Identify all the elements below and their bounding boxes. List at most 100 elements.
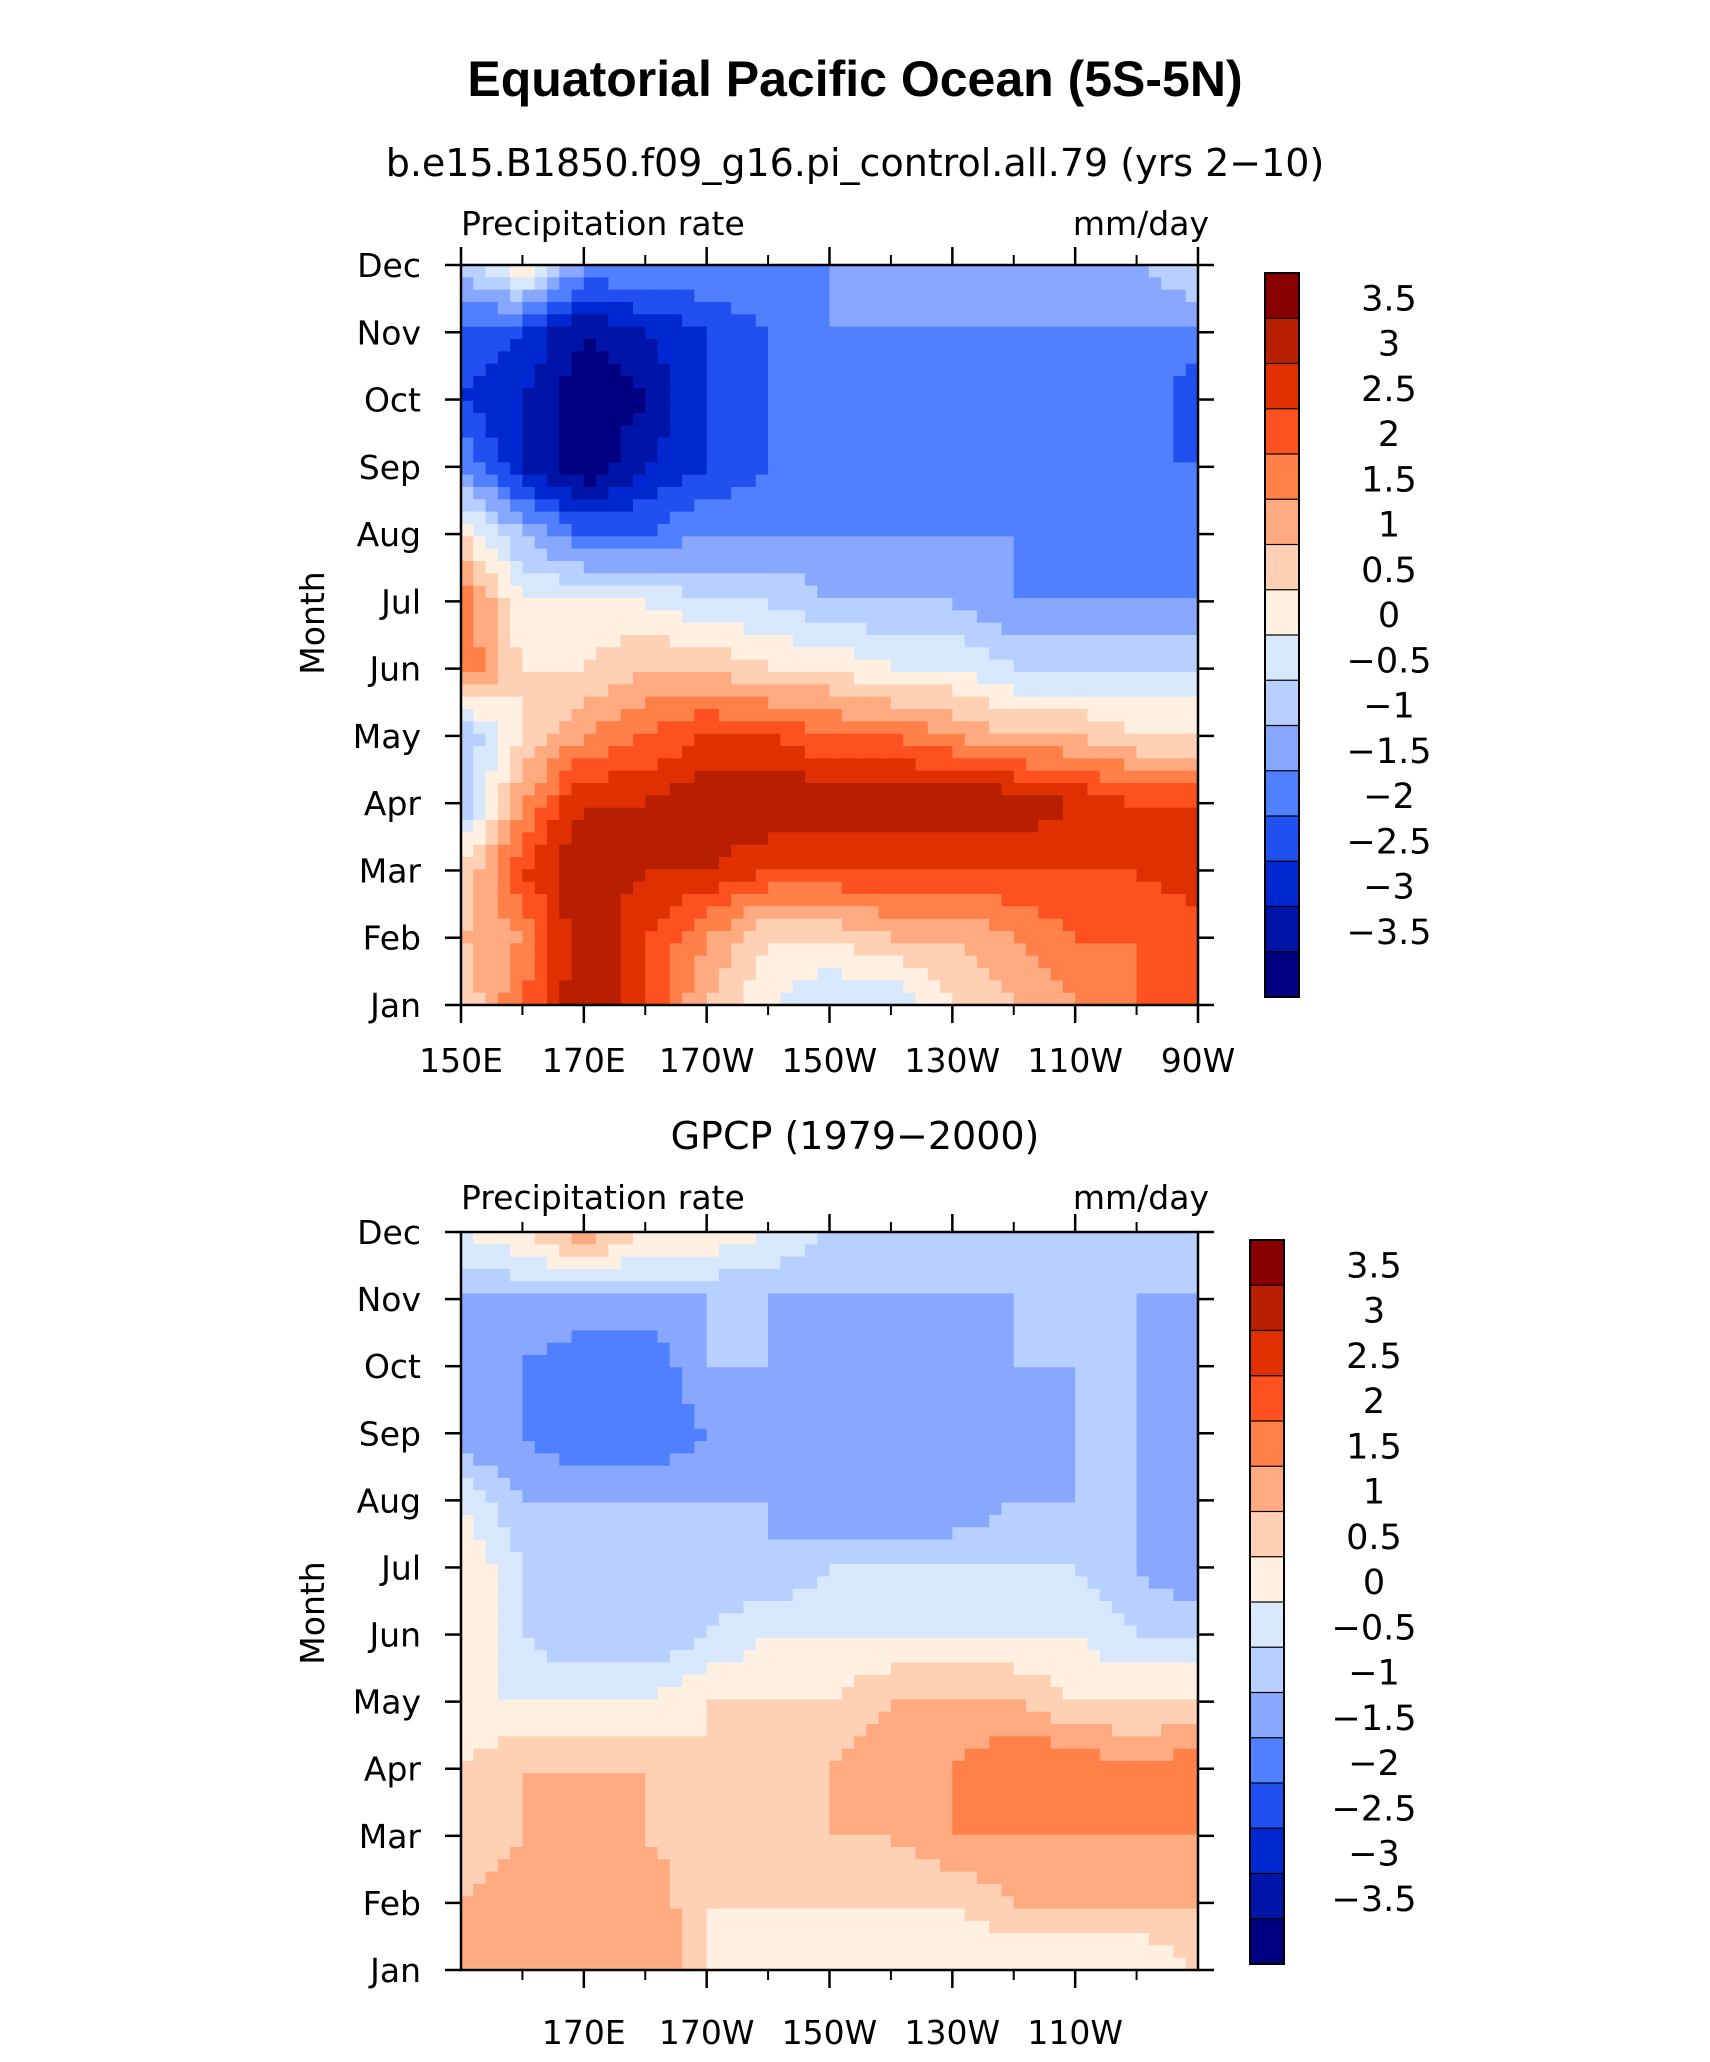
heatmap-cell: [792, 1379, 806, 1393]
heatmap-cell: [1013, 289, 1027, 303]
heatmap-cell: [534, 881, 548, 895]
heatmap-cell: [522, 1355, 536, 1368]
heatmap-cell: [1112, 474, 1125, 488]
heatmap-cell: [1173, 844, 1187, 858]
heatmap-cell: [731, 894, 745, 907]
heatmap-cell: [571, 844, 585, 858]
heatmap-cell: [546, 524, 560, 537]
heatmap-cell: [1087, 326, 1101, 340]
heatmap-cell: [473, 400, 487, 414]
heatmap-cell: [522, 277, 536, 291]
heatmap-cell: [1099, 918, 1113, 932]
heatmap-cell: [546, 400, 560, 414]
heatmap-cell: [1112, 536, 1125, 550]
heatmap-cell: [878, 1416, 892, 1430]
heatmap-cell: [927, 289, 941, 303]
heatmap-cell: [1112, 339, 1125, 352]
heatmap-cell: [976, 474, 990, 488]
heatmap-cell: [854, 721, 867, 735]
heatmap-cell: [890, 647, 904, 661]
heatmap-cell: [792, 1355, 806, 1368]
heatmap-cell: [461, 437, 474, 451]
heatmap-cell: [706, 351, 720, 365]
heatmap-cell: [731, 351, 745, 365]
heatmap-cell: [571, 573, 585, 587]
heatmap-cell: [1185, 1232, 1199, 1245]
heatmap-cell: [1112, 1281, 1125, 1295]
heatmap-cell: [1001, 1305, 1015, 1319]
heatmap-cell: [473, 462, 487, 476]
heatmap-cell: [1026, 635, 1039, 648]
heatmap-cell: [497, 1244, 511, 1258]
heatmap-cell: [1148, 585, 1162, 599]
heatmap-cell: [583, 376, 597, 389]
heatmap-cell: [632, 1441, 646, 1454]
heatmap-cell: [903, 1318, 917, 1331]
heatmap-cell: [755, 536, 769, 550]
heatmap-cell: [841, 1453, 855, 1467]
heatmap-cell: [522, 1330, 536, 1344]
heatmap-cell: [952, 857, 966, 870]
heatmap-cell: [1038, 1305, 1052, 1319]
heatmap-cell: [497, 1305, 511, 1319]
heatmap-cell: [841, 314, 855, 328]
heatmap-cell: [792, 758, 806, 772]
heatmap-cell: [1173, 536, 1187, 550]
heatmap-cell: [608, 1428, 622, 1442]
heatmap-cell: [1013, 807, 1027, 821]
heatmap-cell: [890, 795, 904, 809]
heatmap-cell: [620, 968, 634, 981]
heatmap-cell: [510, 1256, 524, 1270]
heatmap-cell: [854, 869, 867, 883]
heatmap-cell: [817, 1232, 831, 1245]
heatmap-cell: [976, 844, 990, 858]
heatmap-cell: [620, 1367, 634, 1381]
heatmap-cell: [1001, 992, 1015, 1006]
heatmap-cell: [915, 388, 929, 402]
heatmap-cell: [534, 573, 548, 587]
heatmap-cell: [1112, 1465, 1125, 1479]
heatmap-cell: [510, 881, 524, 895]
heatmap-cell: [706, 524, 720, 537]
heatmap-cell: [780, 1342, 794, 1356]
heatmap-cell: [780, 1416, 794, 1430]
heatmap-cell: [817, 351, 831, 365]
heatmap-cell: [632, 795, 646, 809]
heatmap-cell: [878, 992, 892, 1006]
heatmap-cell: [1001, 968, 1015, 981]
heatmap-cell: [792, 499, 806, 513]
heatmap-cell: [559, 1268, 573, 1282]
heatmap-cell: [694, 561, 708, 574]
heatmap-cell: [1112, 1453, 1125, 1467]
heatmap-cell: [1161, 622, 1175, 636]
heatmap-cell: [1136, 844, 1150, 858]
heatmap-cell: [731, 857, 745, 870]
heatmap-cell: [608, 573, 622, 587]
heatmap-cell: [461, 659, 474, 673]
heatmap-cell: [1026, 709, 1039, 722]
heatmap-cell: [780, 1428, 794, 1442]
heatmap-cell: [632, 339, 646, 352]
heatmap-cell: [657, 783, 671, 796]
heatmap-cell: [1062, 487, 1076, 500]
heatmap-cell: [780, 709, 794, 722]
heatmap-cell: [461, 1367, 474, 1381]
heatmap-cell: [559, 1318, 573, 1331]
heatmap-cell: [989, 931, 1003, 944]
heatmap-cell: [989, 1441, 1003, 1454]
heatmap-cell: [632, 363, 646, 377]
heatmap-cell: [976, 1453, 990, 1467]
heatmap-cell: [768, 1428, 781, 1442]
heatmap-cell: [534, 376, 548, 389]
heatmap-cell: [1185, 548, 1199, 562]
heatmap-cell: [1013, 1268, 1027, 1282]
heatmap-cell: [878, 610, 892, 624]
heatmap-cell: [829, 610, 843, 624]
heatmap-cell: [768, 351, 781, 365]
heatmap-cell: [583, 1453, 597, 1467]
heatmap-cell: [608, 881, 622, 895]
heatmap-cell: [1062, 832, 1076, 846]
heatmap-cell: [632, 1256, 646, 1270]
heatmap-cell: [768, 894, 781, 907]
heatmap-cell: [497, 573, 511, 587]
